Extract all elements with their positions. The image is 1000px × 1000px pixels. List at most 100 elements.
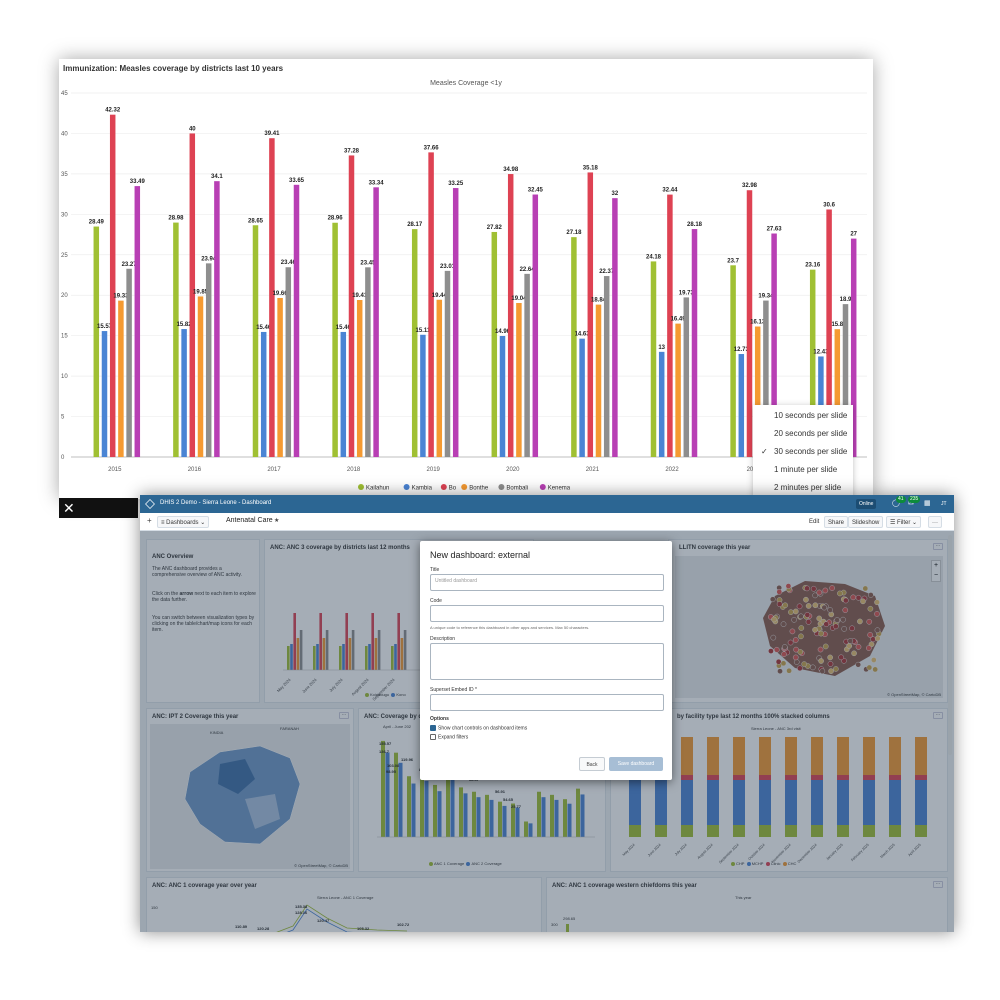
user-avatar[interactable]: JT xyxy=(941,501,947,507)
save-dashboard-button[interactable]: Save dashboard xyxy=(609,757,663,771)
western-more-button[interactable]: ··· xyxy=(933,881,943,888)
p2-text-c: next to each item to explore the data fu… xyxy=(152,591,256,603)
messages-icon[interactable]: ✉ xyxy=(908,500,914,507)
legend-kono: Kono xyxy=(396,692,406,697)
checkbox-unchecked-icon[interactable] xyxy=(430,734,436,740)
bar-value-label: 15.46 xyxy=(256,325,272,331)
more-button[interactable]: ··· xyxy=(928,516,942,528)
share-button[interactable]: Share xyxy=(824,516,849,528)
facility-dot xyxy=(871,657,877,663)
bar-bo xyxy=(189,133,196,457)
facility-segment xyxy=(863,775,875,780)
yoy-value-label: 120.47 xyxy=(317,918,330,923)
bar-value-label: 33.34 xyxy=(369,180,385,186)
ipt2-map[interactable]: KINDIA FARANAH © OpenStreetMap, © CartoD… xyxy=(150,724,350,869)
anc3-bar xyxy=(345,613,348,670)
bar-bo xyxy=(348,155,355,457)
facility-segment xyxy=(889,825,901,837)
speed-option[interactable]: 20 seconds per slide xyxy=(753,425,853,443)
bar-value-label: 35.18 xyxy=(583,165,599,171)
facility-dot xyxy=(812,627,818,633)
anc-overview-p1: The ANC dashboard provides a comprehensi… xyxy=(152,566,242,578)
code-input[interactable] xyxy=(430,605,664,622)
qtr-bar-anc1 xyxy=(459,787,463,837)
facility-dot xyxy=(868,641,875,648)
facility-segment xyxy=(889,780,901,825)
facility-dot xyxy=(818,658,824,664)
bar-value-label: 15.57 xyxy=(97,324,113,330)
facility-dot xyxy=(793,646,799,653)
dashboard-scrollbar[interactable] xyxy=(948,535,952,755)
facility-segment xyxy=(785,825,797,837)
edit-button[interactable]: Edit xyxy=(809,519,820,525)
anc3-bar xyxy=(374,638,378,670)
anc3-bar xyxy=(290,644,293,670)
back-button[interactable]: Back xyxy=(579,757,605,771)
description-textarea[interactable] xyxy=(430,643,664,680)
zoom-out-button[interactable]: − xyxy=(933,572,939,579)
facility-dot xyxy=(866,645,872,651)
close-icon[interactable]: ✕ xyxy=(63,500,75,516)
qtr-bar-anc1 xyxy=(381,740,385,837)
checkbox-checked-icon[interactable] xyxy=(430,725,436,731)
bar-bonthe xyxy=(356,299,363,457)
x-tick-label: 202 xyxy=(747,467,758,473)
facility-segment xyxy=(785,737,797,775)
facility-dot xyxy=(818,630,824,637)
option-chart-controls[interactable]: Show chart controls on dashboard items xyxy=(430,725,527,731)
facility-segment xyxy=(837,825,849,837)
facility-more-button[interactable]: ··· xyxy=(933,712,943,719)
anc3-bar xyxy=(293,613,296,670)
bar-value-label: 14.63 xyxy=(575,332,591,338)
bar-kenema xyxy=(134,186,141,457)
facility-dot xyxy=(812,592,818,599)
western-title: ANC: ANC 1 coverage western chiefdoms th… xyxy=(552,883,697,889)
y-tick-label: 45 xyxy=(61,91,68,97)
facility-segment xyxy=(681,780,693,825)
llitn-map[interactable]: + − © OpenStreetMap, © CartoDB xyxy=(675,556,943,698)
speed-option[interactable]: ✓ 30 seconds per slide xyxy=(753,443,853,461)
zoom-in-button[interactable]: + xyxy=(933,562,939,569)
ipt2-more-button[interactable]: ··· xyxy=(339,712,349,719)
speed-option[interactable]: 2 minutes per slide xyxy=(753,479,853,497)
add-dashboard-button[interactable]: + xyxy=(147,516,152,525)
dashboards-menu-button[interactable]: ≡ Dashboards ⌄ xyxy=(157,516,210,528)
interpretations-icon[interactable]: ◯ xyxy=(892,500,900,507)
legend-label-bo: Bo xyxy=(449,486,457,492)
facility-segment xyxy=(915,775,927,780)
yoy-value-label: 105.32 xyxy=(357,926,370,931)
bar-kailahun xyxy=(411,229,418,457)
facility-segment xyxy=(837,737,849,775)
speed-option-label: 1 minute per slide xyxy=(774,465,838,474)
title-input[interactable]: Untitled dashboard xyxy=(430,574,664,591)
speed-option[interactable]: 10 seconds per slide xyxy=(753,407,853,425)
legend-dot-chp xyxy=(731,861,735,866)
speed-option-label: 2 minutes per slide xyxy=(774,483,842,492)
speed-option[interactable]: 1 minute per slide xyxy=(753,461,853,479)
bar-value-label: 19.73 xyxy=(679,290,695,296)
qtr-bar-anc1 xyxy=(524,821,528,837)
legend-dot-bonthe xyxy=(461,484,468,490)
facility-segment xyxy=(681,825,693,837)
option-expand-filters[interactable]: Expand filters xyxy=(430,734,468,740)
facility-segment xyxy=(837,775,849,780)
facility-title: by facility type last 12 months 100% sta… xyxy=(677,714,830,720)
bar-kailahun xyxy=(332,222,338,457)
bar-bonthe xyxy=(118,300,124,457)
filter-button[interactable]: ☰ Filter ⌄ xyxy=(886,516,922,528)
x-tick-label: 2022 xyxy=(665,467,679,473)
qtr-bar-anc1 xyxy=(420,773,424,837)
legend-dot-kono xyxy=(391,692,396,697)
anc3-chart: May 2024 June 2024 July 2024 August 2024 Sep… xyxy=(276,613,425,702)
apps-menu-icon[interactable]: ▦ xyxy=(924,500,931,507)
facility-segment xyxy=(759,825,771,837)
llitn-more-button[interactable]: ··· xyxy=(933,543,943,550)
chart-subtitle: Measles Coverage <1y xyxy=(430,80,502,87)
slideshow-button[interactable]: Slideshow xyxy=(848,516,884,528)
facility-dot xyxy=(851,650,857,657)
superset-embed-input[interactable] xyxy=(430,694,664,711)
star-icon[interactable]: ★ xyxy=(274,518,280,524)
notification-badge: 41 xyxy=(896,496,906,503)
description-label: Description xyxy=(430,636,456,642)
bar-value-label: 28.65 xyxy=(248,218,264,224)
